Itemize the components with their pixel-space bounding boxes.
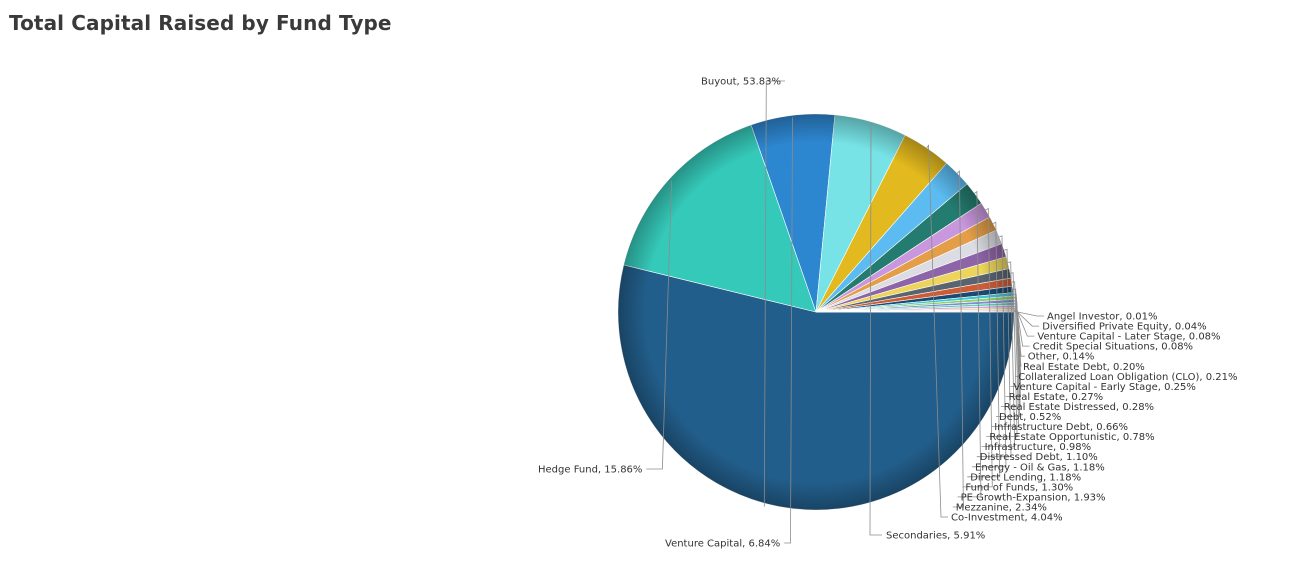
pie-leader-lines [646, 80, 1044, 544]
leader-line-infrastructure [981, 261, 1016, 448]
data-label-credit-special-situations: Credit Special Situations, 0.08% [1033, 342, 1193, 353]
leader-line-venture-capital [784, 117, 793, 544]
data-label-angel-investor: Angel Investor, 0.01% [1047, 312, 1157, 323]
leader-line-direct-lending [967, 221, 1001, 478]
leader-line-real-estate-opportunistic [986, 272, 1018, 438]
data-label-other: Other, 0.14% [1028, 352, 1095, 363]
leader-line-credit-special-situations [1014, 309, 1030, 347]
pie-slices [617, 113, 1015, 511]
pie-data-labels: Buyout, 53.83% Hedge Fund, 15.86% Venture … [538, 77, 1238, 550]
leader-line-real-estate-distressed [1000, 293, 1021, 407]
chart-title: Total Capital Raised by Fund Type [9, 11, 392, 35]
leader-line-secondaries [869, 123, 882, 536]
data-label-distressed-debt: Distressed Debt, 1.10% [980, 452, 1098, 463]
data-label-secondaries: Secondaries, 5.91% [886, 531, 985, 542]
leader-line-energy-oil-gas [972, 235, 1007, 468]
leader-line-distressed-debt [976, 248, 1012, 458]
data-label-venture-capital-later-stage: Venture Capital - Later Stage, 0.08% [1037, 332, 1220, 343]
data-label-direct-lending: Direct Lending, 1.18% [970, 472, 1081, 483]
leader-line-pe-growth-expansion [957, 190, 982, 498]
leader-line-real-estate-debt [1013, 305, 1022, 367]
data-label-real-estate-debt: Real Estate Debt, 0.20% [1023, 362, 1145, 373]
data-label-venture-capital-early-stage: Venture Capital - Early Stage, 0.25% [1013, 382, 1196, 393]
leader-line-buyout [763, 80, 785, 507]
leader-line-venture-capital-later-stage [1014, 310, 1035, 337]
data-label-collateralized-loan-obligation-clo: Collateralized Loan Obligation (CLO), 0.… [1018, 372, 1237, 383]
data-label-diversified-private-equity: Diversified Private Equity, 0.04% [1042, 322, 1206, 333]
leader-line-co-investment [926, 144, 948, 518]
data-label-fund-of-funds: Fund of Funds, 1.30% [965, 482, 1073, 493]
data-label-venture-capital: Venture Capital, 6.84% [665, 539, 780, 550]
data-label-co-investment: Co-Investment, 4.04% [951, 513, 1063, 524]
data-label-mezzanine: Mezzanine, 2.34% [956, 502, 1047, 513]
leader-line-other [1014, 308, 1025, 357]
leader-line-debt [996, 288, 1021, 417]
data-label-infrastructure-debt: Infrastructure Debt, 0.66% [994, 422, 1128, 433]
data-label-real-estate-opportunistic: Real Estate Opportunistic, 0.78% [989, 432, 1154, 443]
data-label-hedge-fund: Hedge Fund, 15.86% [538, 465, 642, 476]
data-label-real-estate: Real Estate, 0.27% [1009, 392, 1104, 403]
leader-line-fund-of-funds [962, 207, 993, 488]
data-label-infrastructure: Infrastructure, 0.98% [985, 442, 1092, 453]
data-label-buyout: Buyout, 53.83% [701, 77, 781, 88]
data-label-debt: Debt, 0.52% [999, 412, 1061, 423]
leader-line-infrastructure-debt [991, 281, 1020, 428]
data-label-real-estate-distressed: Real Estate Distressed, 0.28% [1004, 402, 1154, 413]
data-label-energy-oil-gas: Energy - Oil & Gas, 1.18% [975, 462, 1105, 473]
data-label-pe-growth-expansion: PE Growth-Expansion, 1.93% [961, 492, 1106, 503]
leader-line-mezzanine [952, 170, 964, 508]
leader-line-hedge-fund [646, 180, 672, 470]
leader-line-angel-investor [1014, 311, 1044, 317]
